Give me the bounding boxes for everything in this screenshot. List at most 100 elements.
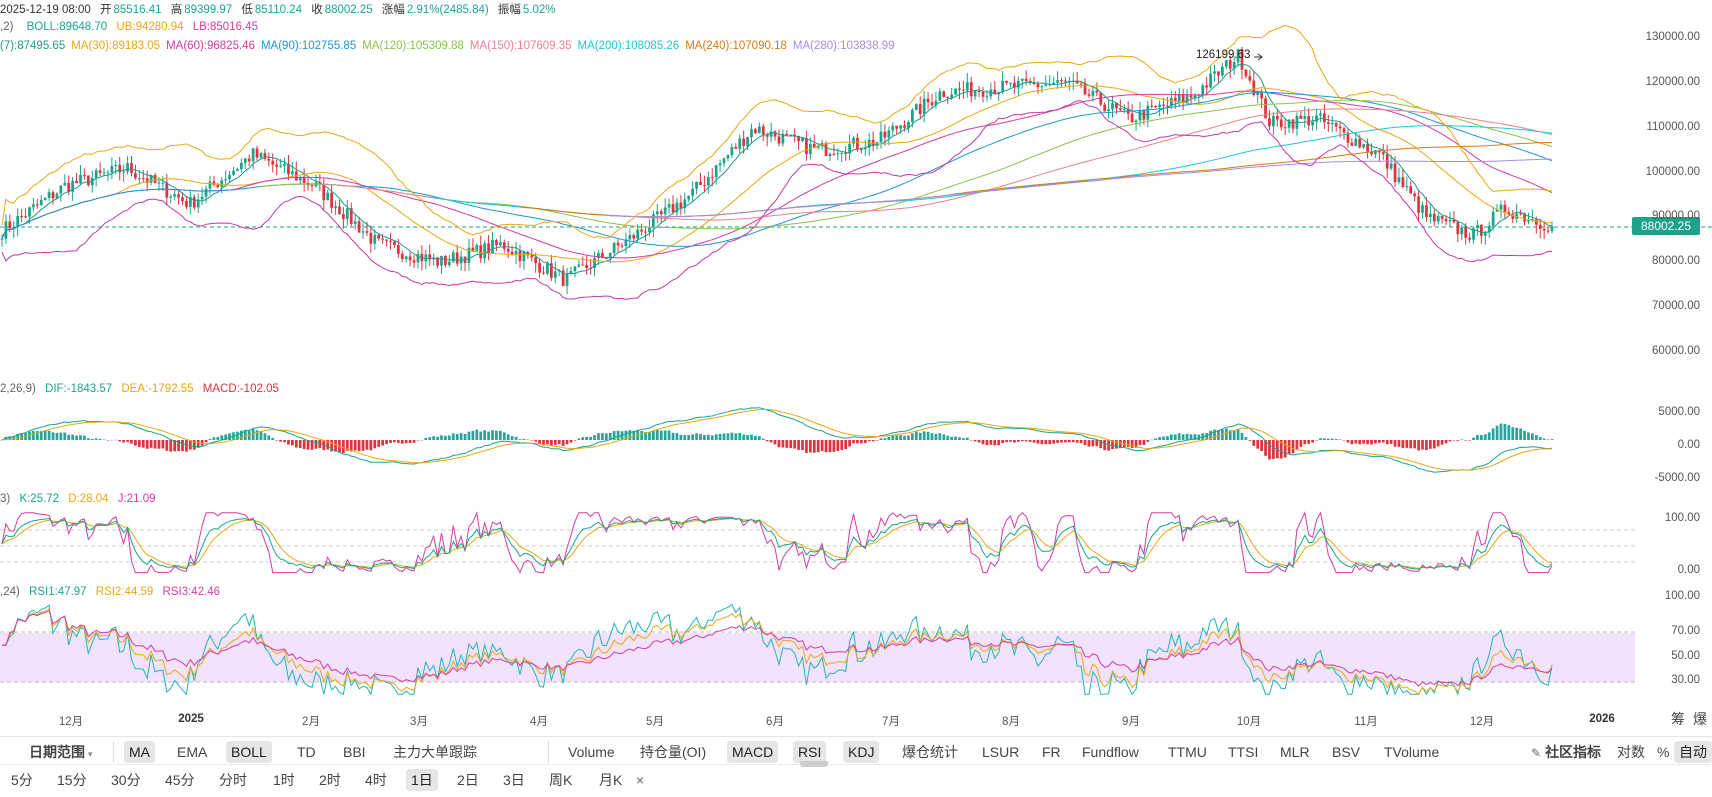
community-indicators-button[interactable]: ✎ 社区指标 bbox=[1526, 741, 1606, 763]
liquidation-icon[interactable]: 爆 bbox=[1693, 711, 1707, 727]
sub-indicator-button[interactable]: Volume bbox=[568, 744, 615, 760]
candle-body bbox=[1118, 108, 1122, 110]
interval-button[interactable]: 30分 bbox=[111, 772, 141, 788]
interval-button[interactable]: 3日 bbox=[503, 772, 525, 788]
sub-indicator-button[interactable]: BSV bbox=[1332, 744, 1361, 760]
macd-bar bbox=[185, 440, 188, 452]
sub-indicator-button[interactable]: RSI bbox=[793, 741, 827, 763]
macd-bar bbox=[1079, 440, 1083, 444]
candle-body bbox=[899, 125, 902, 129]
macd-bar bbox=[1358, 440, 1362, 445]
peak-label: 126199.63 bbox=[1196, 49, 1251, 61]
macd-bar bbox=[275, 440, 279, 441]
macd-bar bbox=[624, 430, 628, 440]
macd-bar bbox=[126, 440, 129, 442]
macd-bar bbox=[1315, 440, 1318, 441]
indicator-主力大单跟踪-button[interactable]: 主力大单跟踪 bbox=[393, 744, 477, 760]
indicator-ema-button[interactable]: EMA bbox=[177, 744, 208, 760]
macd-bar bbox=[408, 440, 412, 444]
macd-bar bbox=[797, 440, 800, 450]
candle-body bbox=[1358, 139, 1362, 148]
percent-scale-button[interactable]: % bbox=[1657, 744, 1670, 760]
date-range-button[interactable]: 日期范围 ▾ bbox=[24, 741, 98, 763]
macd-bar bbox=[765, 440, 769, 442]
chips-icon[interactable]: 筹 bbox=[1671, 711, 1685, 727]
macd-bar bbox=[436, 436, 439, 440]
peak-arrow-icon bbox=[1254, 53, 1263, 61]
macd-bar bbox=[706, 434, 710, 440]
interval-button[interactable]: 5分 bbox=[11, 772, 33, 788]
candle-body bbox=[134, 173, 137, 179]
candle-body bbox=[1519, 213, 1522, 215]
sub-indicator-button[interactable]: MLR bbox=[1280, 744, 1310, 760]
candle-body bbox=[1224, 60, 1228, 67]
macd-bar bbox=[1024, 440, 1028, 442]
interval-button[interactable]: 1日 bbox=[406, 769, 438, 791]
candle-body bbox=[389, 240, 392, 242]
sub-indicator-button[interactable]: KDJ bbox=[843, 741, 880, 763]
macd-bar bbox=[487, 431, 490, 440]
interval-button[interactable]: 4时 bbox=[365, 772, 387, 788]
sub-indicator-button[interactable]: 持仓量(OI) bbox=[640, 744, 707, 760]
sub-indicator-button[interactable]: LSUR bbox=[982, 744, 1020, 760]
close-icon[interactable]: × bbox=[636, 772, 645, 788]
macd-bar bbox=[703, 435, 706, 440]
macd-bar bbox=[832, 440, 836, 452]
low-value: 85110.24 bbox=[254, 4, 302, 16]
macd-bar bbox=[601, 433, 604, 440]
candle-body bbox=[24, 216, 27, 218]
candle-body bbox=[510, 251, 514, 255]
candle-body bbox=[699, 181, 702, 185]
indicator-boll-button[interactable]: BOLL bbox=[226, 741, 272, 763]
macd-bar bbox=[1542, 438, 1546, 440]
macd-bar bbox=[204, 440, 208, 443]
macd-bar bbox=[699, 433, 702, 440]
macd-bar bbox=[79, 435, 82, 440]
sub-indicator-button[interactable]: TTMU bbox=[1168, 744, 1207, 760]
sub-indicator-button[interactable]: 爆仓统计 bbox=[902, 744, 958, 760]
macd-bar bbox=[663, 430, 667, 440]
candle-body bbox=[1315, 115, 1318, 122]
macd-bar bbox=[816, 440, 820, 453]
candle-body bbox=[208, 181, 212, 189]
indicator-td-button[interactable]: TD bbox=[297, 744, 316, 760]
interval-button[interactable]: 月K bbox=[599, 772, 623, 788]
x-tick: 12月 bbox=[1469, 716, 1495, 728]
interval-button[interactable]: 45分 bbox=[165, 772, 195, 788]
sub-indicator-button[interactable]: TVolume bbox=[1384, 744, 1440, 760]
ma-legend: (7):87495.65 MA(30):89183.05 MA(60):96825.… bbox=[0, 39, 901, 53]
candle-body bbox=[8, 221, 12, 229]
auto-scale-button[interactable]: 自动 bbox=[1674, 741, 1712, 763]
sub-indicator-button[interactable]: TTSI bbox=[1228, 744, 1259, 760]
panel-resize-handle[interactable] bbox=[800, 761, 828, 767]
candle-body bbox=[1209, 73, 1212, 88]
macd-bar bbox=[934, 433, 938, 440]
sub-indicator-button[interactable]: FR bbox=[1042, 744, 1061, 760]
indicator-bbi-button[interactable]: BBI bbox=[343, 744, 366, 760]
macd-bar bbox=[1040, 440, 1044, 445]
toolbar-divider bbox=[548, 741, 549, 763]
candle-body bbox=[79, 174, 82, 184]
macd-bar bbox=[793, 440, 797, 449]
candle-body bbox=[852, 137, 855, 144]
sub-indicator-button[interactable]: MACD bbox=[727, 741, 779, 763]
candle-body bbox=[0, 238, 4, 240]
log-scale-button[interactable]: 对数 bbox=[1617, 744, 1645, 760]
candle-body bbox=[977, 90, 981, 93]
macd-bar bbox=[1377, 440, 1381, 443]
candle-body bbox=[1479, 225, 1483, 236]
chart-canvas[interactable] bbox=[0, 0, 1712, 736]
macd-bar bbox=[495, 430, 498, 440]
interval-button[interactable]: 分时 bbox=[219, 772, 247, 788]
interval-button[interactable]: 1时 bbox=[273, 772, 295, 788]
sub-indicator-button[interactable]: Fundflow bbox=[1082, 744, 1139, 760]
macd-bar bbox=[1189, 434, 1193, 440]
x-tick: 12月 bbox=[58, 716, 84, 728]
interval-button[interactable]: 2时 bbox=[319, 772, 341, 788]
candle-body bbox=[569, 271, 573, 274]
indicator-ma-button[interactable]: MA bbox=[124, 741, 155, 763]
interval-button[interactable]: 周K bbox=[549, 772, 573, 788]
macd-bar bbox=[891, 435, 895, 440]
interval-button[interactable]: 15分 bbox=[57, 772, 87, 788]
interval-button[interactable]: 2日 bbox=[457, 772, 479, 788]
